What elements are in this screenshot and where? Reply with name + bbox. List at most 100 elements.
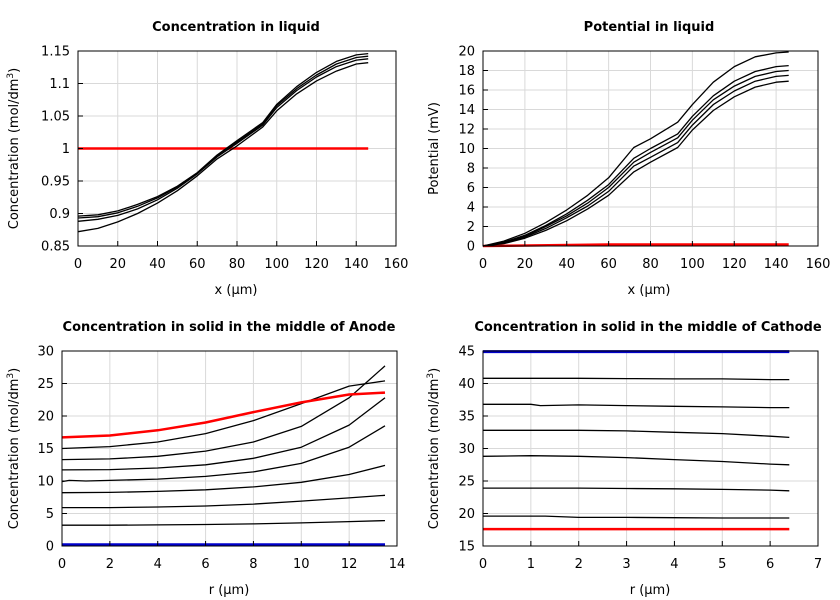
x-tick-label: 5 (718, 557, 726, 572)
x-tick-label: 8 (249, 557, 257, 572)
series-line-c4 (482, 455, 790, 466)
series-line-s4 (61, 425, 386, 483)
panel-title: Concentration in liquid (152, 20, 320, 35)
series-line-s5 (61, 397, 386, 471)
x-tick-label: 140 (764, 257, 789, 272)
y-tick-label: 40 (458, 377, 475, 392)
series-line-c6 (483, 515, 790, 519)
x-tick-label: 0 (479, 257, 487, 272)
x-tick-label: 0 (479, 557, 487, 572)
y-tick-label: 10 (37, 475, 54, 490)
x-tick-label: 40 (558, 257, 575, 272)
series-line-t4 (482, 74, 789, 247)
series-line-s8 (61, 391, 386, 439)
x-tick-label: 20 (517, 257, 534, 272)
y-tick-label: 6 (467, 181, 475, 196)
y-axis-label: Concentration (mol/dm3) (426, 368, 442, 530)
x-axis-label: x (µm) (215, 283, 258, 298)
x-tick-label: 80 (642, 257, 659, 272)
series-line-c3 (483, 429, 790, 439)
y-axis-label: Potential (mV) (427, 102, 442, 195)
y-tick-label: 0.9 (49, 207, 70, 222)
series-line-c5 (483, 487, 790, 492)
y-tick-label: 15 (37, 442, 54, 457)
x-tick-label: 100 (680, 257, 705, 272)
x-tick-label: 6 (201, 557, 209, 572)
x-tick-label: 20 (109, 257, 126, 272)
y-tick-label: 0.85 (41, 240, 70, 255)
y-tick-label: 1 (62, 142, 70, 157)
y-tick-label: 0.95 (41, 175, 70, 190)
x-tick-label: 12 (341, 557, 358, 572)
x-tick-label: 14 (389, 557, 406, 572)
series-line-s2 (62, 494, 386, 509)
x-axis-label: r (µm) (209, 583, 250, 598)
panel-title: Potential in liquid (584, 20, 715, 35)
series-line-t2 (482, 64, 789, 247)
series-line-s1 (62, 519, 386, 526)
series-line-s6 (61, 365, 386, 461)
x-tick-label: 100 (264, 257, 289, 272)
y-tick-label: 20 (458, 507, 475, 522)
panel-title: Concentration in solid in the middle of … (63, 320, 396, 335)
x-tick-label: 10 (293, 557, 310, 572)
x-tick-label: 7 (814, 557, 822, 572)
x-tick-label: 80 (229, 257, 246, 272)
y-tick-label: 1.15 (41, 45, 70, 60)
x-axis-label: x (µm) (628, 283, 671, 298)
y-tick-label: 4 (467, 201, 475, 216)
x-axis-label: r (µm) (630, 583, 671, 598)
panel-liquid-potential: Potential in liquid 0 20 40 60 80 100 120 140 16… (427, 20, 830, 298)
series-line-t2 (77, 55, 369, 219)
x-tick-label: 6 (766, 557, 774, 572)
x-tick-label: 160 (384, 257, 409, 272)
panel-liquid-concentration: Concentration in liquid 0 20 40 60 80 100 120 1… (6, 20, 408, 298)
y-axis-label: Concentration (mol/dm3) (6, 68, 22, 230)
y-tick-label: 20 (37, 410, 54, 425)
x-tick-label: 3 (622, 557, 630, 572)
x-tick-label: 60 (189, 257, 206, 272)
y-tick-label: 30 (37, 345, 54, 360)
x-tick-label: 2 (106, 557, 114, 572)
series-line-s7 (61, 380, 386, 450)
series-line-t5 (482, 80, 789, 247)
series-line-s3 (61, 464, 386, 494)
series-line-c1 (483, 377, 790, 381)
y-tick-label: 15 (458, 540, 475, 555)
y-tick-label: 16 (458, 84, 475, 99)
x-tick-label: 4 (154, 557, 162, 572)
y-axis-label: Concentration (mol/dm3) (6, 368, 22, 530)
panel-cathode-solid-concentration: Concentration in solid in the middle of … (426, 320, 822, 598)
y-tick-label: 20 (458, 45, 475, 60)
x-tick-label: 2 (575, 557, 583, 572)
y-tick-label: 35 (458, 410, 475, 425)
y-tick-label: 25 (37, 377, 54, 392)
y-tick-label: 14 (458, 103, 475, 118)
series-line-t3 (77, 58, 369, 222)
x-tick-label: 0 (74, 257, 82, 272)
y-tick-label: 12 (458, 123, 475, 138)
y-tick-label: 1.05 (41, 110, 70, 125)
x-tick-label: 0 (58, 557, 66, 572)
y-tick-label: 0 (467, 240, 475, 255)
x-tick-label: 1 (527, 557, 535, 572)
series-line-c2 (483, 403, 790, 409)
series-line-t3 (482, 69, 789, 247)
series-line-t4 (77, 62, 369, 233)
series-line-t1 (77, 52, 369, 217)
x-tick-label: 120 (722, 257, 747, 272)
y-tick-label: 0 (46, 540, 54, 555)
x-tick-label: 60 (600, 257, 617, 272)
y-tick-label: 45 (458, 345, 475, 360)
x-tick-label: 40 (149, 257, 166, 272)
y-tick-label: 2 (467, 220, 475, 235)
y-tick-label: 30 (458, 442, 475, 457)
y-tick-label: 25 (458, 475, 475, 490)
y-tick-label: 8 (467, 162, 475, 177)
y-tick-label: 1.1 (49, 77, 70, 92)
y-tick-label: 10 (458, 142, 475, 157)
y-tick-label: 18 (458, 64, 475, 79)
y-tick-label: 5 (46, 507, 54, 522)
x-tick-label: 4 (670, 557, 678, 572)
